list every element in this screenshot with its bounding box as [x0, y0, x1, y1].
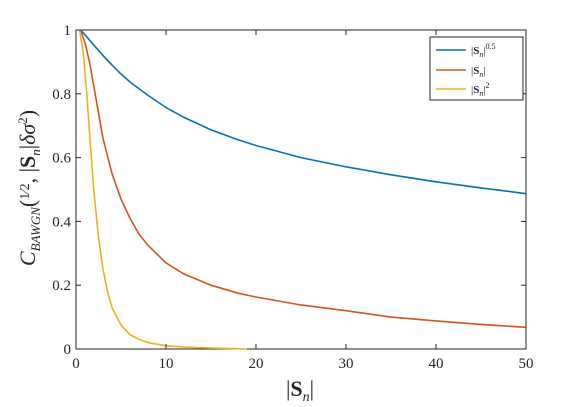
y-tick-label: 0	[64, 342, 72, 358]
legend-entry-sn-0.5: |Sn|0.5	[436, 42, 496, 59]
x-tick-label: 0	[72, 356, 80, 372]
axes-box	[75, 29, 527, 350]
tick-layer: 0 10 20 30 40 50 0 0.2 0.4 0.6 0.8 1	[52, 23, 533, 372]
series-line-3	[78, 29, 248, 350]
legend-entry-sn-2: |Sn|2	[436, 81, 490, 98]
y-axis-label: CBAWGN(1⁄2, |Sn|δσ2)	[15, 110, 43, 266]
y-tick-label: 1	[64, 23, 72, 39]
svg-text:|Sn|: |Sn|	[471, 65, 486, 79]
svg-text:|Sn|0.5: |Sn|0.5	[471, 42, 496, 59]
y-tick-label: 0.2	[52, 278, 71, 294]
x-tick-label: 30	[339, 356, 354, 372]
x-tick-label: 10	[159, 356, 174, 372]
y-tick-label: 0.6	[52, 151, 71, 167]
series-line-1	[79, 29, 527, 195]
legend-entry-sn: |Sn|	[436, 65, 486, 79]
plot-area: 0 10 20 30 40 50 0 0.2 0.4 0.6 0.8 1	[52, 23, 533, 372]
y-tick-label: 0.8	[52, 87, 71, 103]
series-line-2	[79, 29, 527, 329]
y-tick-label: 0.4	[52, 214, 71, 230]
svg-text:|Sn|2: |Sn|2	[471, 81, 490, 98]
x-axis-label: |Sn|	[286, 376, 314, 405]
x-tick-label: 40	[429, 356, 444, 372]
series-layer	[78, 29, 527, 350]
svg-text:CBAWGN(1⁄2, |Sn|δσ2): CBAWGN(1⁄2, |Sn|δσ2)	[15, 110, 43, 266]
x-tick-label: 20	[249, 356, 264, 372]
legend: |Sn|0.5 |Sn| |Sn|2	[429, 36, 524, 101]
x-tick-label: 50	[519, 356, 534, 372]
